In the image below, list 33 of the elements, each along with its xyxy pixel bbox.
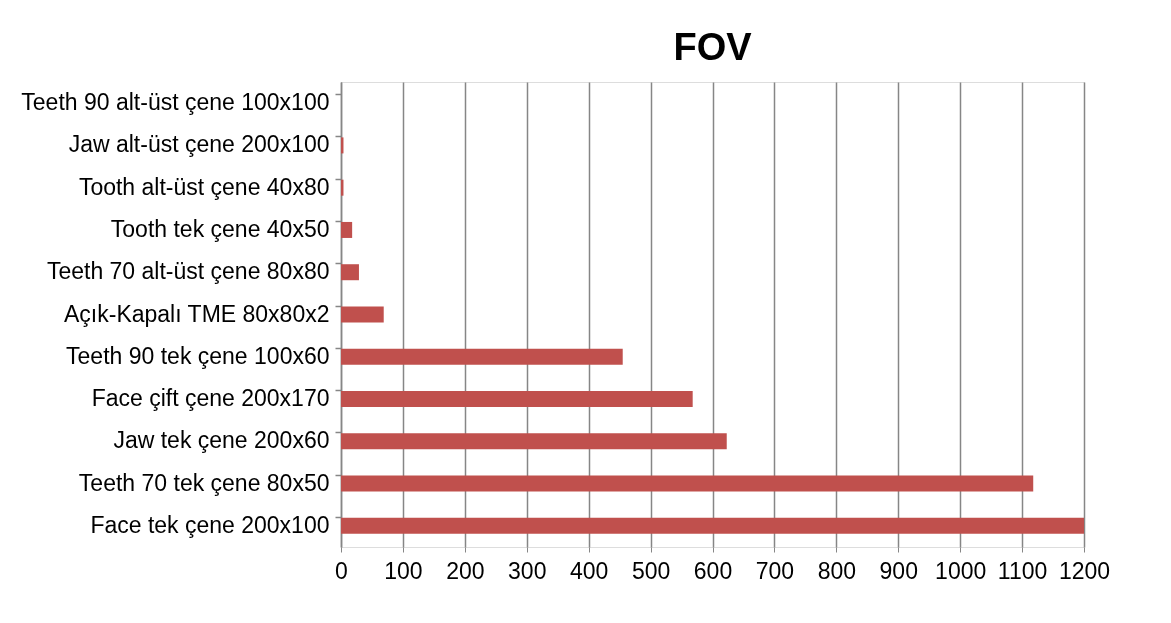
bar [341, 221, 353, 238]
y-tick-label: Face çift çene 200x170 [91, 385, 330, 412]
x-tick-label: 900 [879, 557, 918, 584]
y-tick-label: Teeth 90 tek çene 100x60 [66, 342, 330, 369]
x-tick-label: 1100 [997, 557, 1048, 584]
x-tick-label: 1000 [935, 557, 987, 584]
bar [341, 433, 727, 450]
x-tick-label: 200 [446, 557, 485, 584]
y-tick-label: Açık-Kapalı TME 80x80x2 [64, 300, 330, 327]
chart-title: FOV [673, 26, 753, 68]
x-tick-label: 800 [817, 557, 857, 584]
y-tick-label: Face tek çene 200x100 [90, 511, 330, 538]
bar [341, 475, 1034, 492]
y-tick-label: Jaw tek çene 200x60 [113, 427, 330, 454]
x-tick-label: 700 [755, 557, 795, 584]
x-tick-label: 500 [631, 557, 671, 584]
bar [341, 306, 384, 323]
bar [341, 348, 623, 365]
bar [341, 264, 359, 281]
y-tick-label: Teeth 70 tek çene 80x50 [78, 469, 330, 496]
x-tick-label: 0 [335, 557, 348, 584]
x-tick-label: 300 [508, 557, 547, 584]
y-tick-label: Teeth 90 alt-üst çene 100x100 [21, 89, 330, 116]
bar [341, 517, 1084, 534]
y-tick-label: Jaw alt-üst çene 200x100 [68, 131, 330, 158]
y-tick-label: Tooth alt-üst çene 40x80 [78, 173, 330, 200]
x-tick-label: 100 [384, 557, 423, 584]
x-tick-label: 1200 [1058, 557, 1111, 584]
bar [341, 391, 693, 408]
y-tick-label: Teeth 70 alt-üst çene 80x80 [46, 258, 330, 285]
x-tick-label: 600 [693, 557, 733, 584]
x-tick-label: 400 [569, 557, 609, 584]
y-tick-label: Tooth tek çene 40x50 [110, 215, 330, 242]
